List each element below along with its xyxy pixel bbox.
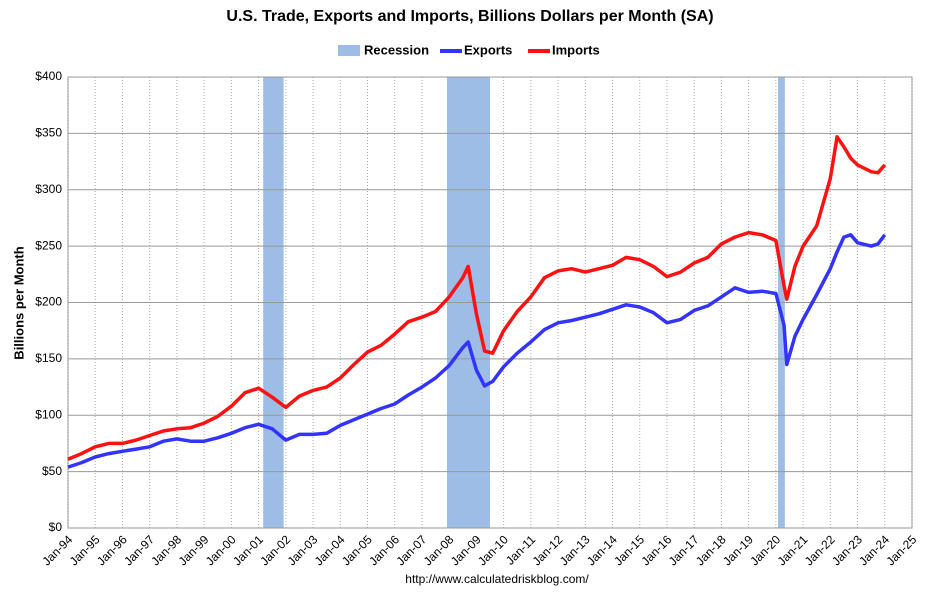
source: http://www.calculatedriskblog.com/ [405,572,589,586]
chart-title: U.S. Trade, Exports and Imports, Billion… [226,8,713,25]
y-tick-label: $400 [35,69,62,83]
legend-swatch [338,45,360,56]
y-tick-label: $50 [42,464,62,478]
legend-label: Exports [464,42,512,57]
y-tick-label: $200 [35,295,62,309]
y-tick-label: $150 [35,351,62,365]
series-line [67,233,887,469]
legend-label: Recession [364,42,429,57]
x-tick-label: Jan-25 [884,532,920,568]
y-axis-label: Billions per Month [11,246,26,359]
series-line [67,135,887,461]
x-tick-label: Jan-10 [475,532,511,568]
legend-label: Imports [552,42,600,57]
y-tick-label: $0 [49,520,63,534]
y-tick-label: $100 [35,407,62,421]
y-tick-label: $300 [35,182,62,196]
y-tick-label: $250 [35,238,62,252]
y-tick-label: $350 [35,126,62,140]
